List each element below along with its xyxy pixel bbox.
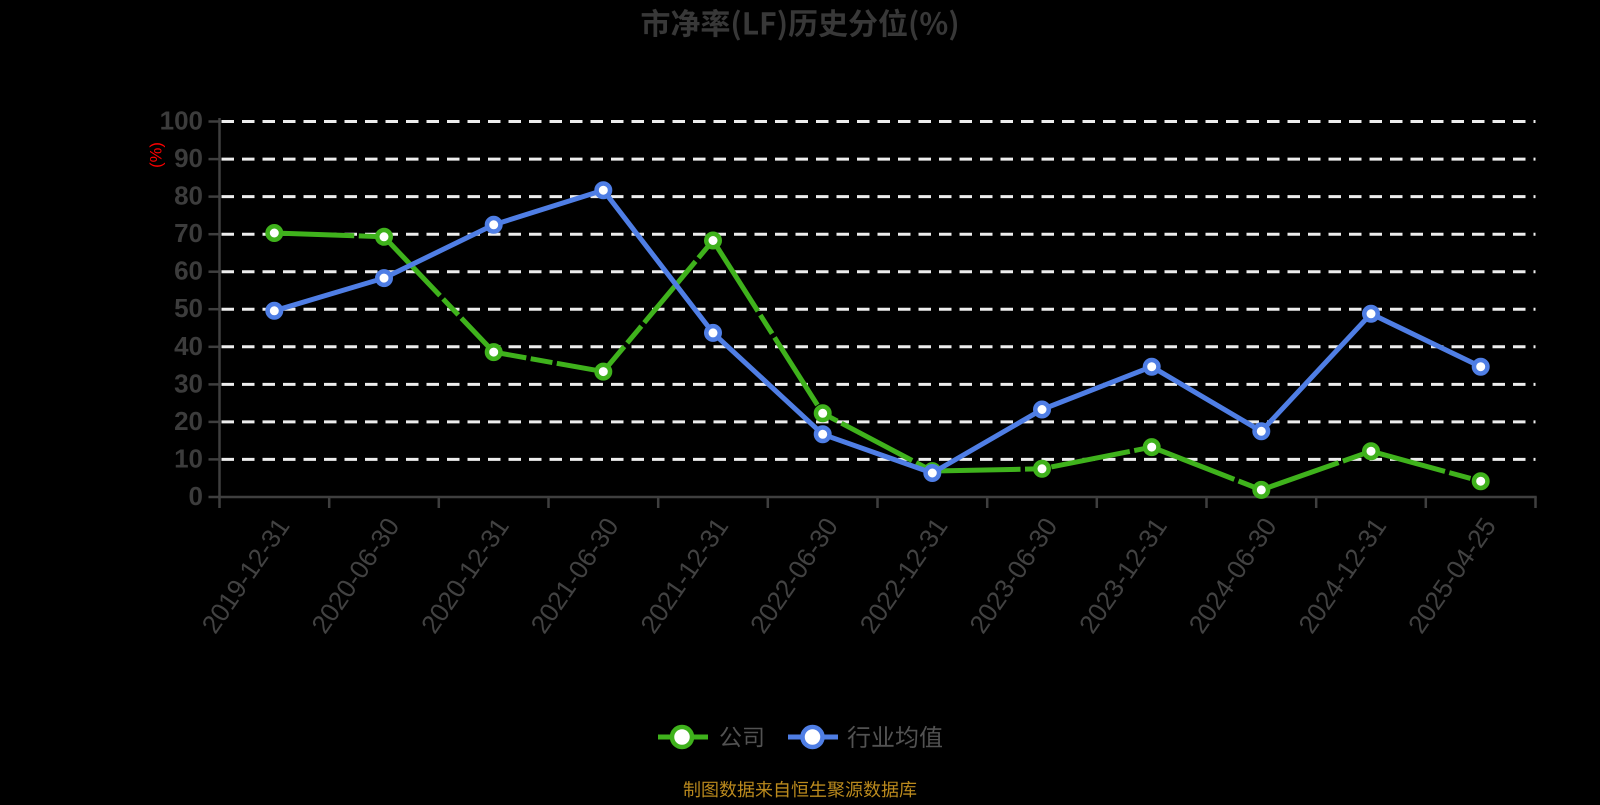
svg-text:50: 50: [174, 293, 203, 323]
svg-text:(%): (%): [148, 142, 166, 168]
svg-text:70: 70: [174, 218, 203, 248]
svg-text:80: 80: [174, 181, 203, 211]
svg-text:90: 90: [174, 143, 203, 173]
svg-text:10: 10: [174, 443, 203, 473]
svg-text:20: 20: [174, 406, 203, 436]
svg-text:100: 100: [160, 106, 203, 136]
svg-text:60: 60: [174, 256, 203, 286]
svg-text:30: 30: [174, 368, 203, 398]
svg-text:0: 0: [189, 481, 203, 511]
svg-text:40: 40: [174, 331, 203, 361]
